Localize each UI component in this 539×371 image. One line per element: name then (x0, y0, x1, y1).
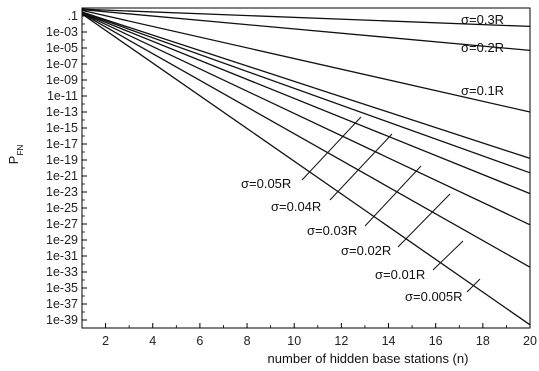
x-tick-label-7: 16 (429, 334, 443, 348)
x-tick-label-4: 10 (287, 334, 301, 348)
series-line-6 (81, 12, 531, 226)
series-line-4 (81, 11, 531, 174)
x-tick-label-2: 6 (196, 334, 203, 348)
x-axis-title: number of hidden base stations (n) (268, 351, 469, 366)
series-label-0: σ=0.3R (461, 12, 504, 27)
y-tick-label-19: 1e-39 (46, 313, 78, 327)
label-leader-line-3 (301, 116, 362, 181)
x-tick-label-0: 2 (102, 334, 109, 348)
y-ticks-group: .1 1e-03 1e-05 1e-07 1e-09 1e-11 1e-13 1e-15 1e-… (46, 7, 87, 329)
label-leader-line-8 (466, 278, 481, 293)
series-line-1 (81, 8, 531, 52)
y-tick-label-6: 1e-13 (46, 105, 78, 119)
x-tick-label-8: 18 (476, 334, 490, 348)
y-tick-label-8: 1e-17 (46, 137, 78, 151)
label-leader-line-7 (432, 240, 464, 271)
series-line-8 (81, 13, 531, 326)
y-axis-title: P FN (6, 144, 25, 164)
y-axis-title-subscript: FN (16, 144, 25, 155)
y-tick-label-2: 1e-05 (46, 41, 78, 55)
y-tick-label-3: 1e-07 (46, 57, 78, 71)
series-label-2: σ=0.1R (461, 83, 504, 98)
y-tick-label-13: 1e-27 (46, 217, 78, 231)
y-tick-label-5: 1e-11 (47, 89, 78, 103)
x-tick-label-3: 8 (244, 334, 251, 348)
series-line-0 (81, 8, 531, 28)
y-tick-label-1: 1e-03 (46, 25, 78, 39)
y-tick-label-7: 1e-15 (46, 121, 78, 135)
series-group (81, 8, 531, 326)
y-tick-label-18: 1e-37 (46, 297, 78, 311)
series-line-5 (81, 12, 531, 195)
x-ticks-group: 2 4 6 8 10 12 14 16 18 20 (81, 323, 537, 348)
label-leader-line-6 (397, 193, 451, 248)
y-tick-label-11: 1e-23 (46, 185, 78, 199)
y-tick-label-16: 1e-33 (46, 265, 78, 279)
y-tick-label-0: .1 (68, 9, 78, 23)
series-label-8: σ=0.005R (405, 289, 463, 304)
leader-lines-group (301, 116, 481, 293)
series-line-7 (81, 13, 531, 268)
label-leader-line-5 (364, 165, 422, 227)
y-tick-label-15: 1e-31 (46, 249, 78, 263)
label-leader-line-4 (329, 133, 393, 201)
x-tick-label-1: 4 (149, 334, 156, 348)
series-label-3: σ=0.05R (241, 176, 291, 191)
series-label-1: σ=0.2R (461, 40, 504, 55)
plot-frame (81, 7, 531, 329)
series-labels-group: σ=0.3R σ=0.2R σ=0.1R σ=0.05R σ=0.04R σ=0.03R σ… (241, 12, 504, 304)
y-tick-label-10: 1e-21 (46, 169, 78, 183)
series-label-6: σ=0.02R (341, 243, 391, 258)
x-tick-label-9: 20 (523, 334, 537, 348)
x-tick-label-5: 12 (334, 334, 348, 348)
y-tick-label-14: 1e-29 (46, 233, 78, 247)
y-axis-title-main: P (6, 156, 21, 165)
series-label-5: σ=0.03R (307, 223, 357, 238)
y-tick-label-12: 1e-25 (46, 201, 78, 215)
series-label-7: σ=0.01R (375, 267, 425, 282)
y-tick-label-4: 1e-09 (46, 73, 78, 87)
y-tick-label-17: 1e-35 (46, 281, 78, 295)
series-line-2 (81, 9, 531, 113)
series-line-3 (81, 11, 531, 160)
y-tick-label-9: 1e-19 (46, 153, 78, 167)
series-label-4: σ=0.04R (271, 199, 321, 214)
x-tick-label-6: 14 (382, 334, 396, 348)
